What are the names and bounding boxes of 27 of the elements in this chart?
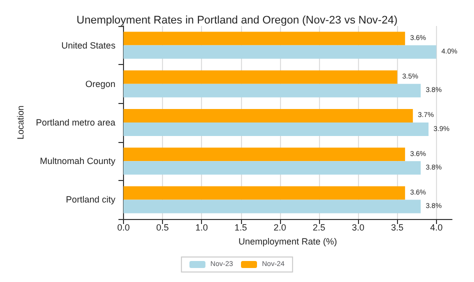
bar [123,45,436,59]
y-tick-label: Multnomah County [40,156,116,166]
x-tick-label: 1.5 [234,222,248,232]
y-tick-label: Oregon [85,78,116,89]
x-tick-label: 1.0 [195,222,208,232]
x-tick-label: 4.0 [430,222,443,232]
bar [123,70,398,84]
x-tick-label: 0.0 [117,222,130,232]
bar [123,148,406,162]
x-axis-title: Unemployment Rate (%) [238,236,337,246]
x-tick-label: 2.5 [312,222,326,232]
y-tick-label: Portland metro area [36,118,116,128]
bar [123,122,429,136]
y-tick-label: Portland city [66,194,116,205]
bar [123,161,421,175]
bar [123,32,406,46]
bar [123,186,406,200]
x-tick-label: 3.0 [352,222,364,232]
chart-title: Unemployment Rates in Portland and Oregon (Nov-23 vs Nov-24) [76,14,398,26]
y-tick-label: United States [61,40,116,50]
y-axis-title: Location [16,105,26,140]
x-tick-label: 0.5 [156,222,169,232]
x-tick-label: 3.5 [390,222,404,232]
x-tick-label: 2.0 [274,222,286,232]
bar [123,200,421,214]
bar [123,108,413,122]
bar [123,84,421,98]
